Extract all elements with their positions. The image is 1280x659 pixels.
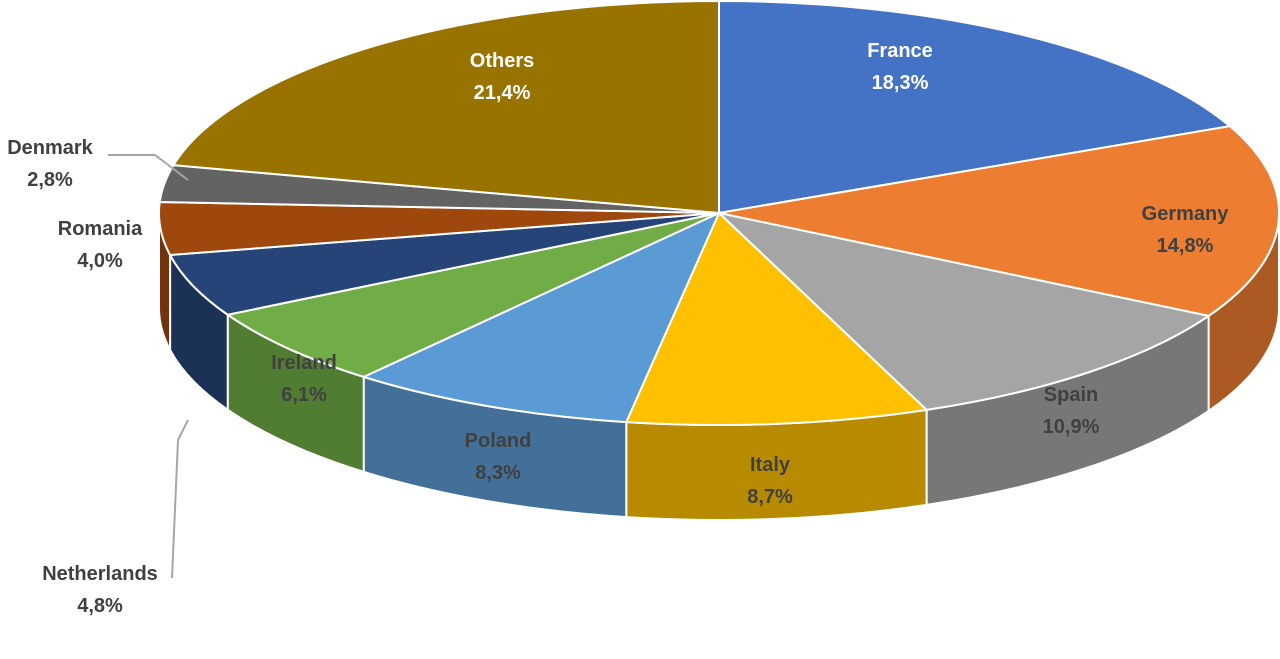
data-labels: France 18,3% Germany 14,8% Spain 10,9% Italy 8,… xyxy=(7,40,1229,617)
label-percent: 8,7% xyxy=(747,486,793,508)
data-label-romania: Romania 4,0% xyxy=(58,218,143,272)
data-label-france: France 18,3% xyxy=(867,40,933,94)
data-label-others: Others 21,4% xyxy=(470,50,534,104)
data-label-germany: Germany 14,8% xyxy=(1142,203,1230,257)
label-percent: 8,3% xyxy=(475,462,521,484)
label-category: Poland xyxy=(465,430,532,452)
label-percent: 4,0% xyxy=(77,250,123,272)
label-percent: 14,8% xyxy=(1157,235,1214,257)
slice-netherlands[interactable] xyxy=(168,212,720,316)
label-percent: 2,8% xyxy=(27,169,73,191)
label-category: Ireland xyxy=(271,352,337,374)
data-label-ireland: Ireland 6,1% xyxy=(271,352,337,406)
slice-germany[interactable] xyxy=(718,125,1280,317)
slice-spain[interactable] xyxy=(715,211,1212,411)
slice-france[interactable] xyxy=(718,0,1233,215)
label-category: Italy xyxy=(750,454,791,476)
label-percent: 18,3% xyxy=(872,72,929,94)
label-category: Denmark xyxy=(7,137,93,159)
label-category: Spain xyxy=(1044,384,1098,406)
label-percent: 10,9% xyxy=(1043,416,1100,438)
label-percent: 6,1% xyxy=(281,384,327,406)
leader-line-netherlands xyxy=(171,419,189,579)
leader-line-denmark xyxy=(108,154,189,181)
data-label-italy: Italy 8,7% xyxy=(747,454,793,508)
label-category: Germany xyxy=(1142,203,1230,225)
slice-others[interactable] xyxy=(171,0,720,215)
slice-italy[interactable] xyxy=(624,211,929,426)
pie-slices xyxy=(158,0,1280,426)
label-category: Romania xyxy=(58,218,143,240)
leader-lines xyxy=(108,154,189,579)
label-percent: 4,8% xyxy=(77,595,123,617)
data-label-denmark: Denmark 2,8% xyxy=(7,137,93,191)
data-label-poland: Poland 8,3% xyxy=(465,430,532,484)
label-category: France xyxy=(867,40,933,62)
label-category: Others xyxy=(470,50,534,72)
slice-poland[interactable] xyxy=(360,210,721,424)
label-percent: 21,4% xyxy=(474,82,531,104)
label-category: Netherlands xyxy=(42,563,158,585)
slice-ireland[interactable] xyxy=(225,212,720,378)
data-label-spain: Spain 10,9% xyxy=(1043,384,1100,438)
data-label-netherlands: Netherlands 4,8% xyxy=(42,563,158,617)
pie-sides xyxy=(158,212,1280,521)
